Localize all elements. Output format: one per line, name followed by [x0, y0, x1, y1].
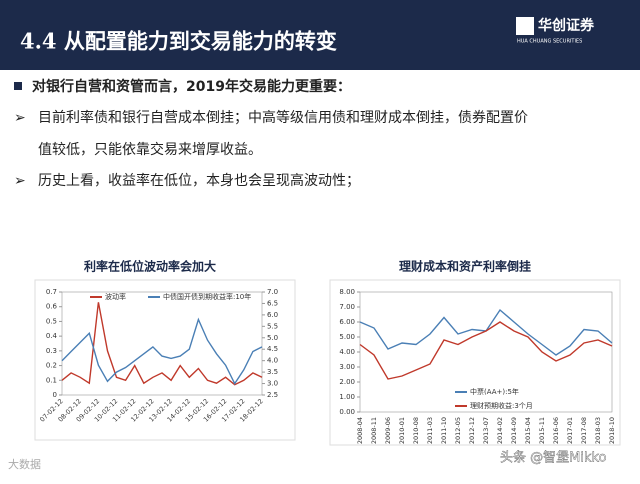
x-tick-label: 2008-11 — [370, 417, 378, 444]
y2-tick-label: 4.5 — [267, 345, 278, 353]
legend-label: 中票(AA+):5年 — [470, 387, 519, 396]
chart-frame — [329, 279, 621, 446]
x-tick-label: 2011-03 — [426, 417, 434, 444]
series-line — [359, 308, 613, 356]
y2-tick-label: 4.0 — [267, 357, 278, 365]
x-tick-label: 2008-04 — [356, 417, 364, 444]
y-tick-label: 0.2 — [46, 362, 57, 370]
logo-sub: HUA CHUANG SECURITIES — [517, 39, 582, 45]
watermark: 大数据 — [8, 457, 41, 471]
legend-label: 中债国开债到期收益率:10年 — [163, 292, 251, 301]
y2-tick-label: 3.5 — [267, 368, 278, 376]
y-tick-label: 0.6 — [46, 303, 58, 311]
watermark: 头条 @智堡Mikko — [500, 450, 607, 466]
y2-tick-label: 6.0 — [267, 311, 278, 319]
x-tick-label: 2010-01 — [398, 417, 406, 444]
x-tick-label: 2014-02 — [496, 417, 504, 444]
y-tick-label: 4.00 — [339, 348, 355, 356]
chart-title: 理财成本和资产利率倒挂 — [399, 259, 531, 274]
legend-label: 波动率 — [105, 292, 126, 301]
x-tick-label: 2009-06 — [384, 417, 392, 444]
y-tick-label: 0.00 — [339, 408, 355, 416]
y-tick-label: 0.3 — [46, 347, 57, 355]
y-tick-label: 8.00 — [339, 288, 355, 296]
chart-frame — [34, 279, 296, 441]
y-tick-label: 3.00 — [339, 363, 355, 371]
slide-title: 4.4 从配置能力到交易能力的转变 — [20, 29, 337, 54]
x-tick-label: 2016-06 — [552, 417, 560, 444]
bullet: 对银行自营和资管而言，2019年交易能力更重要： — [32, 78, 351, 95]
y-tick-label: 2.00 — [339, 378, 355, 386]
y2-tick-label: 2.5 — [267, 391, 278, 399]
x-tick-label: 2010-08 — [412, 417, 420, 444]
y2-tick-label: 7.0 — [267, 288, 278, 296]
bullet: 目前利率债和银行自营成本倒挂；中高等级信用债和理财成本倒挂，债券配置价 — [38, 109, 528, 126]
x-tick-label: 2011-10 — [440, 417, 448, 444]
y2-tick-label: 5.5 — [267, 322, 278, 330]
y-tick-label: 0 — [53, 391, 57, 399]
y-tick-label: 0.7 — [46, 288, 57, 296]
series-line — [359, 321, 613, 380]
y2-tick-label: 5.0 — [267, 334, 278, 342]
chart-title: 利率在低位波动率会加大 — [84, 259, 216, 274]
logo-icon — [516, 17, 534, 35]
y-tick-label: 1.00 — [339, 393, 355, 401]
x-tick-label: 2018-03 — [594, 417, 602, 444]
x-tick-label: 2014-09 — [510, 417, 518, 444]
bullet: 值较低，只能依靠交易来增厚收益。 — [38, 141, 262, 158]
x-tick-label: 2015-04 — [524, 417, 532, 444]
x-tick-label: 2015-11 — [538, 417, 546, 444]
x-tick-label: 2012-05 — [454, 417, 462, 444]
x-tick-label: 2017-08 — [580, 417, 588, 444]
y-tick-label: 5.00 — [339, 333, 355, 341]
series-line — [61, 302, 263, 386]
arrow: ➢ — [14, 110, 26, 126]
y-tick-label: 6.00 — [339, 318, 355, 326]
y2-tick-label: 3.0 — [267, 380, 278, 388]
y-tick-label: 0.4 — [46, 332, 58, 340]
bullet: 历史上看，收益率在低位，本身也会呈现高波动性； — [38, 172, 360, 189]
y-tick-label: 0.5 — [46, 317, 57, 325]
x-tick-label: 2013-07 — [482, 417, 490, 444]
x-tick-label: 2012-12 — [468, 417, 476, 444]
arrow: ➢ — [14, 173, 26, 189]
y-tick-label: 0.1 — [46, 376, 57, 384]
bullet-square — [14, 82, 22, 90]
x-tick-label: 2018-10 — [608, 417, 616, 444]
y2-tick-label: 6.5 — [267, 299, 278, 307]
plot-area — [61, 291, 263, 396]
x-tick-label: 2017-01 — [566, 417, 574, 444]
logo: 华创证券 — [538, 17, 595, 34]
series-line — [61, 317, 263, 386]
legend-label: 理财预期收益:3个月 — [470, 401, 533, 410]
y-tick-label: 7.00 — [339, 303, 355, 311]
